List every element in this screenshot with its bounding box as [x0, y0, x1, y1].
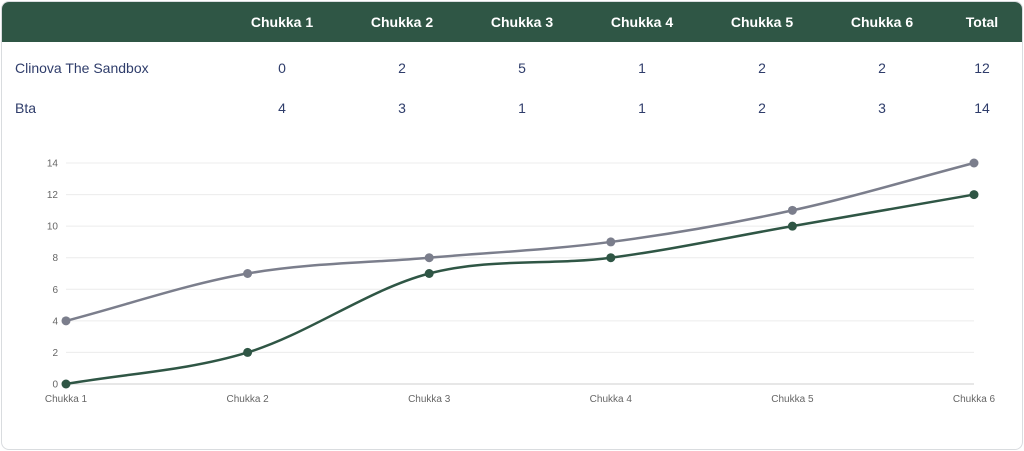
score-cell: 3	[878, 100, 886, 116]
score-cell: 2	[398, 60, 406, 76]
score-cell: 1	[638, 100, 646, 116]
y-tick-label: 14	[47, 159, 59, 170]
team-name: Clinova The Sandbox	[15, 60, 149, 76]
x-tick-label: Chukka 4	[590, 394, 633, 405]
score-table: Chukka 1 Chukka 2 Chukka 3 Chukka 4 Chuk…	[2, 2, 1022, 128]
y-tick-label: 8	[52, 253, 58, 264]
x-tick-label: Chukka 3	[408, 394, 451, 405]
total-cell: 14	[974, 100, 990, 116]
score-cell: 4	[278, 100, 286, 116]
data-point-series-1[interactable]	[61, 379, 71, 389]
header-chukka-2: Chukka 2	[370, 14, 434, 30]
x-tick-label: Chukka 2	[226, 394, 269, 405]
data-point-series-1[interactable]	[424, 269, 434, 278]
data-point-series-2[interactable]	[424, 253, 434, 263]
data-point-series-2[interactable]	[61, 316, 71, 326]
data-point-series-1[interactable]	[969, 190, 979, 200]
line-chart: 0 2 4 6 8 10 12 14 Chukka 1 Chukka 2 Chukka 3 Chukk…	[2, 148, 1022, 418]
score-cell: 2	[878, 60, 886, 76]
table-row: Bta 4 3 1 1 2 3 14	[2, 88, 1022, 128]
header-total: Total	[965, 14, 999, 30]
team-name: Bta	[15, 100, 37, 116]
header-chukka-5: Chukka 5	[730, 14, 794, 30]
y-tick-label: 12	[47, 190, 59, 201]
data-point-series-2[interactable]	[606, 237, 616, 247]
header-chukka-1: Chukka 1	[250, 14, 314, 30]
y-tick-label: 10	[47, 222, 59, 233]
data-point-series-2[interactable]	[243, 269, 253, 278]
data-point-series-1[interactable]	[787, 221, 797, 231]
score-cell: 0	[278, 60, 286, 76]
header-chukka-3: Chukka 3	[490, 14, 554, 30]
y-tick-label: 2	[52, 348, 58, 359]
y-tick-label: 6	[52, 285, 58, 296]
header-team	[2, 2, 222, 42]
table-row: Clinova The Sandbox 0 2 5 1 2 2 12	[2, 42, 1022, 88]
score-cell: 2	[758, 100, 766, 116]
score-cell: 5	[518, 60, 526, 76]
series-line-2	[65, 161, 975, 323]
data-point-series-1[interactable]	[606, 253, 616, 263]
score-cell: 3	[398, 100, 406, 116]
y-tick-label: 4	[52, 316, 58, 327]
data-point-series-1[interactable]	[243, 347, 253, 357]
chart-svg: 0 2 4 6 8 10 12 14 Chukka 1 Chukka 2 Chukka 3 Chukk…	[45, 158, 996, 405]
x-tick-label: Chukka 1	[45, 394, 88, 405]
score-cell: 1	[638, 60, 646, 76]
data-point-series-2[interactable]	[787, 205, 797, 215]
header-chukka-6: Chukka 6	[850, 14, 914, 30]
y-tick-label: 0	[52, 380, 58, 391]
table-header-row: Chukka 1 Chukka 2 Chukka 3 Chukka 4 Chuk…	[2, 2, 1022, 42]
data-point-series-2[interactable]	[969, 158, 979, 168]
header-chukka-4: Chukka 4	[610, 14, 674, 30]
score-cell: 2	[758, 60, 766, 76]
score-cell: 1	[518, 100, 526, 116]
total-cell: 12	[974, 60, 990, 76]
x-tick-label: Chukka 5	[771, 394, 814, 405]
series-line-1	[65, 193, 975, 386]
x-tick-label: Chukka 6	[953, 394, 996, 405]
